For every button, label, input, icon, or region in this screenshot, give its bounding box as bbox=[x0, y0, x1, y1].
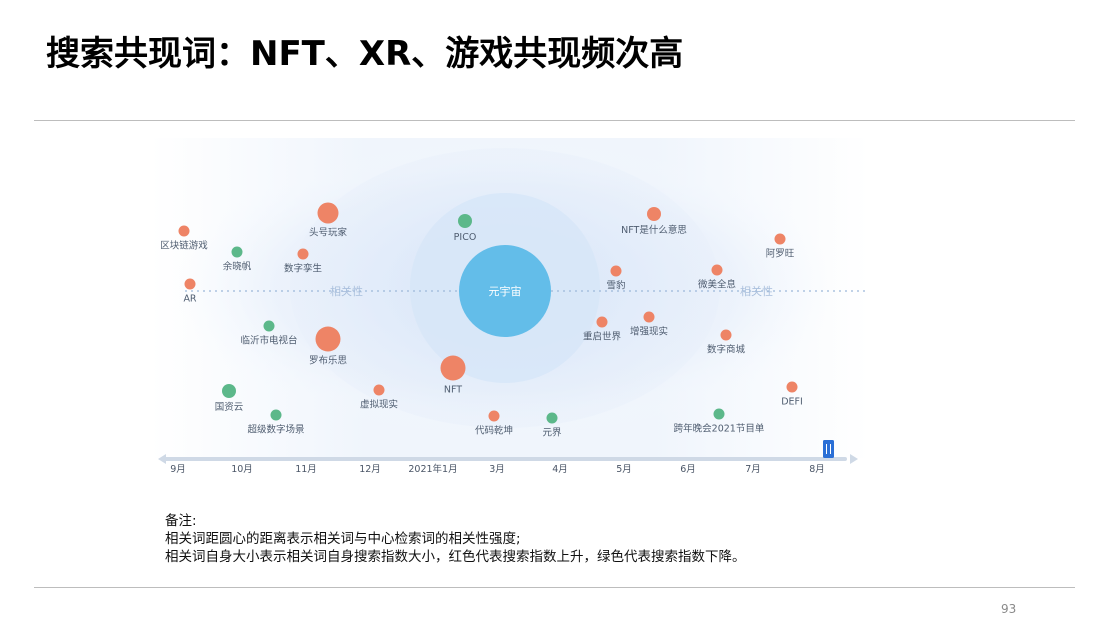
notes-heading: 备注: bbox=[165, 513, 197, 529]
timeline-tick-label: 9月 bbox=[170, 464, 186, 475]
timeline-left-arrow-icon[interactable] bbox=[158, 454, 166, 464]
bubble-label: PICO bbox=[454, 232, 477, 243]
bubble-label: NFT bbox=[444, 385, 462, 396]
bubble-label: 超级数字场景 bbox=[247, 424, 304, 436]
bubble-point bbox=[222, 384, 236, 398]
bubble-label: AR bbox=[183, 294, 196, 305]
relevance-label-left: 相关性 bbox=[330, 284, 363, 298]
bubble-point bbox=[643, 311, 655, 323]
timeline-tick-label: 8月 bbox=[809, 464, 825, 475]
bubble-label: 阿罗旺 bbox=[766, 249, 795, 260]
bubble-label: 临沂市电视台 bbox=[240, 335, 297, 347]
bubble-label: 微美全息 bbox=[698, 279, 736, 291]
bubble-point bbox=[488, 410, 500, 422]
timeline-handle[interactable] bbox=[823, 440, 834, 458]
center-label: 元宇宙 bbox=[489, 284, 522, 298]
bubble-point bbox=[231, 246, 243, 258]
bubble-label: 增强现实 bbox=[630, 326, 668, 338]
bubble-point bbox=[315, 326, 341, 352]
notes-line-1: 相关词距圆心的距离表示相关词与中心检索词的相关性强度; bbox=[165, 531, 521, 547]
bottom-divider bbox=[34, 587, 1075, 588]
bubble-label: 元界 bbox=[542, 428, 562, 439]
bubble-point bbox=[596, 316, 608, 328]
bubble-point bbox=[647, 207, 661, 221]
bubble-label: 重启世界 bbox=[583, 331, 622, 343]
bubble-label: 雪豹 bbox=[606, 280, 625, 292]
timeline-tick-label: 3月 bbox=[489, 464, 505, 475]
bubble-point bbox=[610, 265, 622, 277]
bubble-label: 跨年晚会2021节目单 bbox=[674, 423, 765, 435]
bubble-point bbox=[711, 264, 723, 276]
timeline-tick-label: 7月 bbox=[745, 464, 761, 475]
timeline-right-arrow-icon[interactable] bbox=[850, 454, 858, 464]
bubble-label: 代码乾坤 bbox=[475, 425, 513, 437]
bubble-point bbox=[786, 381, 798, 393]
bubble-label: 头号玩家 bbox=[309, 227, 348, 239]
bubble-label: 数字商城 bbox=[707, 344, 746, 356]
timeline-tick-label: 10月 bbox=[231, 464, 253, 475]
timeline-labels: 9月 10月 11月 12月 2021年1月 3月 4月 5月 6月 7月 8月 bbox=[170, 463, 825, 475]
bubble-label: 余晓帆 bbox=[223, 261, 252, 273]
timeline-tick-label: 5月 bbox=[616, 464, 632, 475]
bubble-point bbox=[713, 408, 725, 420]
bubble-point bbox=[458, 214, 472, 228]
bubble-label: 罗布乐思 bbox=[309, 355, 348, 367]
bubble-point bbox=[184, 278, 196, 290]
bubble-point bbox=[440, 355, 466, 381]
bubble-label: NFT是什么意思 bbox=[621, 224, 687, 236]
relevance-label-right: 相关性 bbox=[740, 284, 773, 298]
bubble-label: DEFI bbox=[781, 397, 803, 408]
bubble-point bbox=[317, 202, 339, 224]
center-bubble bbox=[459, 245, 551, 337]
chart-notes: 备注: 相关词距圆心的距离表示相关词与中心检索词的相关性强度; 相关词自身大小表… bbox=[165, 512, 746, 566]
timeline-tick-label: 12月 bbox=[359, 464, 381, 475]
notes-line-2: 相关词自身大小表示相关词自身搜索指数大小，红色代表搜索指数上升，绿色代表搜索指数… bbox=[165, 549, 746, 565]
bubble-point bbox=[373, 384, 385, 396]
bubble-label: 数字孪生 bbox=[284, 263, 323, 275]
timeline-tick-label: 6月 bbox=[680, 464, 696, 475]
relevance-bubble-chart: 相关性 相关性 区块链游戏 AR 余晓帆 头号玩家数字孪生临沂市电视台 罗布乐思国资云超… bbox=[150, 138, 870, 478]
bubble-point bbox=[178, 225, 190, 237]
bubble-point bbox=[720, 329, 732, 341]
bubble-label: 区块链游戏 bbox=[160, 240, 208, 252]
page-number: 93 bbox=[1001, 602, 1017, 616]
bubble-point bbox=[546, 412, 558, 424]
top-divider bbox=[34, 120, 1075, 121]
bubble-point bbox=[270, 409, 282, 421]
bubble-point bbox=[297, 248, 309, 260]
bubble-point bbox=[263, 320, 275, 332]
bubble-label: 虚拟现实 bbox=[360, 399, 398, 411]
timeline-tick-label: 2021年1月 bbox=[408, 463, 457, 475]
timeline-tick-label: 11月 bbox=[295, 464, 317, 475]
timeline-tick-label: 4月 bbox=[552, 464, 568, 475]
page-title: 搜索共现词：NFT、XR、游戏共现频次高 bbox=[46, 34, 684, 74]
bubble-label: 国资云 bbox=[215, 402, 244, 413]
chart-svg: 相关性 相关性 区块链游戏 AR 余晓帆 头号玩家数字孪生临沂市电视台罗布乐思国资云超… bbox=[150, 138, 870, 475]
bubble-point bbox=[774, 233, 786, 245]
